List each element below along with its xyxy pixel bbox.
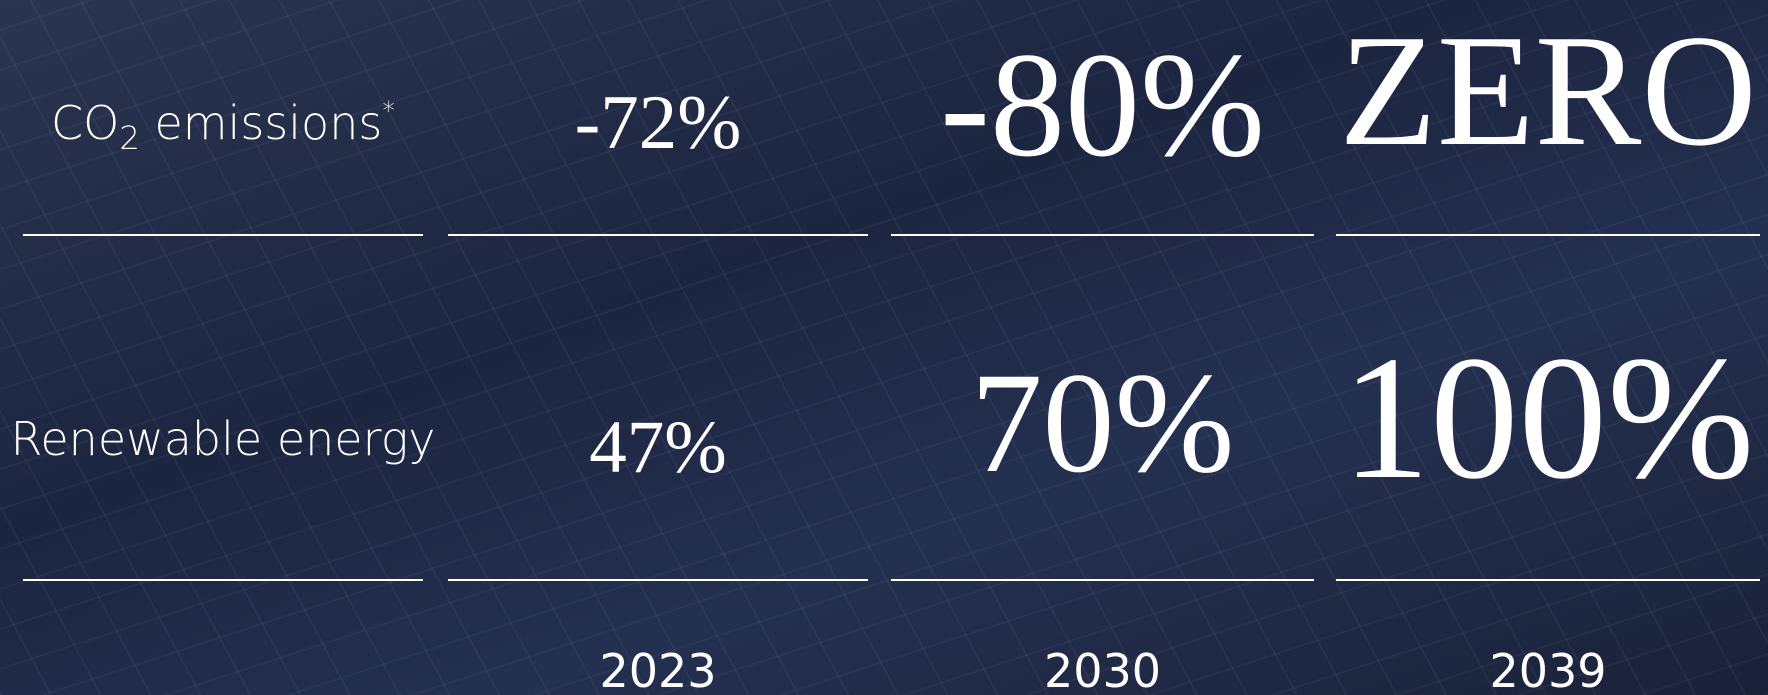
divider [448,234,868,236]
divider [891,234,1314,236]
page: Targets {"table": { "rows": [ {"label_pa… [0,0,1768,695]
value-cell: 47% [448,410,868,485]
label-footnote-mark: * [382,96,395,125]
label-text: Renewable energy [10,412,435,466]
value-cell: -72% [448,84,868,161]
divider [23,234,423,236]
value-cell: -80% [891,30,1314,180]
body: CO2 emissions* -72% -80% ZERO Renewable … [0,0,1768,695]
year-label: 2023 [448,648,868,694]
divider [23,579,423,581]
value-cell: ZERO [1336,10,1760,170]
year-label: 2039 [1336,648,1760,694]
divider [448,579,868,581]
divider [1336,579,1760,581]
year-label: 2030 [891,648,1314,694]
divider [1336,234,1760,236]
row-label: CO2 emissions* [23,98,423,154]
divider [891,579,1314,581]
targets-panel: CO2 emissions* -72% -80% ZERO Renewable … [0,0,1768,695]
label-subscript: 2 [119,119,139,157]
label-text: emissions [140,96,383,150]
label-text: CO [51,96,119,150]
value-cell: 100% [1330,330,1766,507]
row-label: Renewable energy [0,416,446,462]
value-cell: 70% [891,352,1314,496]
